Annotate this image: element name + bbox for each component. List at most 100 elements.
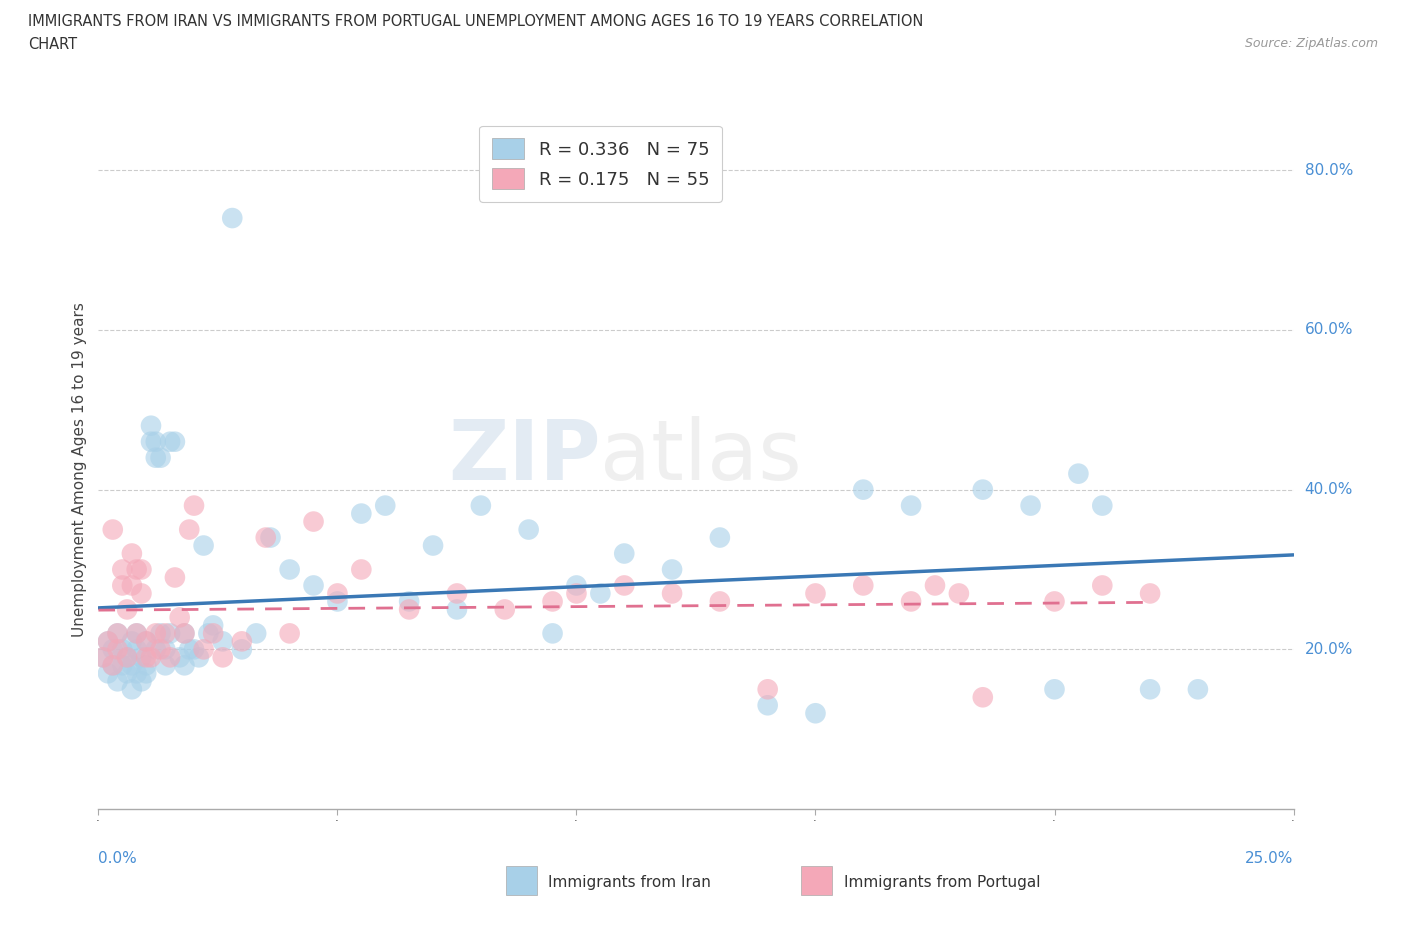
Point (900, 594, 922, 609)
Point (139, 650, 162, 665)
Point (446, 586, 468, 601)
Point (541, 594, 564, 609)
Point (179, 642, 201, 657)
Point (131, 674, 153, 689)
Y-axis label: Unemployment Among Ages 16 to 19 years: Unemployment Among Ages 16 to 19 years (72, 302, 87, 637)
Point (197, 626, 219, 641)
Point (97, 634, 120, 649)
Point (804, 586, 827, 601)
Point (107, 674, 129, 689)
Point (169, 650, 191, 665)
Point (115, 650, 138, 665)
Point (125, 626, 148, 641)
Point (97, 666, 120, 681)
Text: 20.0%: 20.0% (1305, 642, 1353, 657)
Text: 0.0%: 0.0% (98, 851, 138, 866)
Point (202, 618, 225, 632)
Point (1043, 682, 1066, 697)
Point (163, 434, 186, 449)
Point (661, 562, 683, 577)
Point (101, 658, 124, 672)
Point (245, 626, 267, 641)
Point (398, 602, 420, 617)
Point (446, 602, 468, 617)
Point (183, 642, 205, 657)
Point (121, 578, 143, 593)
Point (173, 626, 195, 641)
Point (1139, 586, 1161, 601)
Point (135, 658, 157, 672)
Point (121, 658, 143, 672)
Point (756, 698, 779, 712)
Point (1067, 466, 1090, 481)
Point (125, 562, 148, 577)
Point (121, 546, 143, 561)
Point (91, 650, 114, 665)
Point (852, 578, 875, 593)
Point (131, 562, 153, 577)
Point (91, 650, 114, 665)
Point (187, 650, 209, 665)
Point (155, 642, 177, 657)
Point (107, 626, 129, 641)
Point (183, 498, 205, 513)
Point (589, 586, 612, 601)
Point (135, 634, 157, 649)
Point (101, 522, 124, 537)
Point (326, 594, 349, 609)
Point (900, 498, 922, 513)
Text: Immigrants from Iran: Immigrants from Iran (548, 875, 711, 890)
Point (211, 634, 233, 649)
Text: Source: ZipAtlas.com: Source: ZipAtlas.com (1244, 37, 1378, 50)
Point (139, 418, 162, 433)
Point (350, 562, 373, 577)
Point (211, 650, 233, 665)
Point (125, 626, 148, 641)
Point (302, 514, 325, 529)
Point (1019, 498, 1042, 513)
Point (149, 642, 172, 657)
Point (155, 658, 177, 672)
Point (1091, 498, 1114, 513)
Point (155, 626, 177, 641)
Point (202, 626, 225, 641)
Point (111, 642, 134, 657)
Legend: R = 0.336   N = 75, R = 0.175   N = 55: R = 0.336 N = 75, R = 0.175 N = 55 (479, 126, 721, 202)
Text: 40.0%: 40.0% (1305, 482, 1353, 498)
Point (565, 578, 588, 593)
Point (1139, 682, 1161, 697)
Point (139, 434, 162, 449)
Point (193, 642, 215, 657)
Point (1091, 578, 1114, 593)
Point (517, 522, 540, 537)
Point (115, 666, 138, 681)
Point (159, 650, 181, 665)
Point (1187, 682, 1209, 697)
Point (145, 450, 167, 465)
Point (804, 706, 827, 721)
Text: CHART: CHART (28, 37, 77, 52)
Text: Immigrants from Portugal: Immigrants from Portugal (844, 875, 1040, 890)
Point (494, 602, 516, 617)
Point (101, 658, 124, 672)
Point (302, 578, 325, 593)
Point (107, 626, 129, 641)
Text: IMMIGRANTS FROM IRAN VS IMMIGRANTS FROM PORTUGAL UNEMPLOYMENT AMONG AGES 16 TO 1: IMMIGRANTS FROM IRAN VS IMMIGRANTS FROM … (28, 14, 924, 29)
Point (709, 530, 731, 545)
Point (173, 658, 195, 672)
Point (231, 634, 253, 649)
Point (149, 450, 172, 465)
Point (924, 578, 946, 593)
Point (111, 658, 134, 672)
Point (125, 642, 148, 657)
Point (163, 570, 186, 585)
Point (254, 530, 277, 545)
Point (1043, 594, 1066, 609)
Point (852, 482, 875, 497)
Point (350, 506, 373, 521)
Point (131, 586, 153, 601)
Point (115, 602, 138, 617)
Point (145, 626, 167, 641)
Point (278, 626, 301, 641)
Text: 60.0%: 60.0% (1305, 323, 1353, 338)
